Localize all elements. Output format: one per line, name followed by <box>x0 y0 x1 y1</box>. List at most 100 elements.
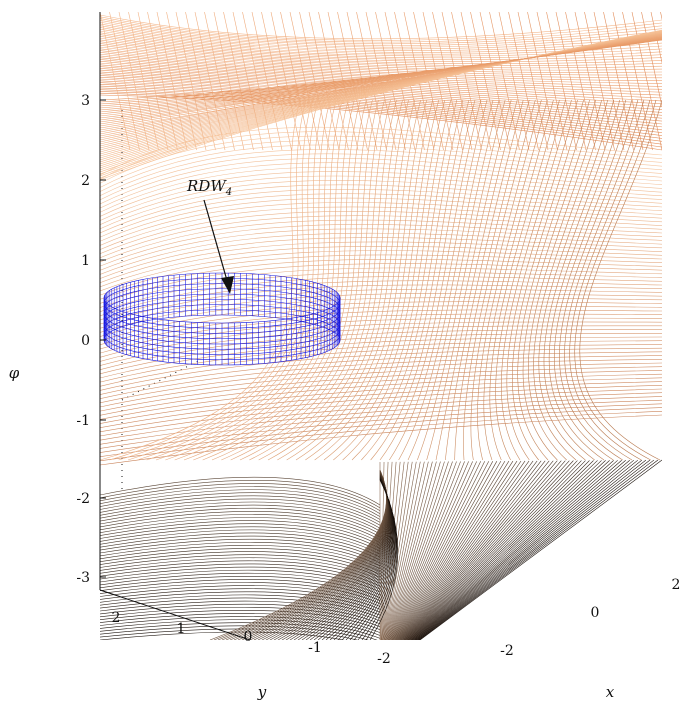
mesh-curve <box>100 606 381 628</box>
mesh-line <box>411 460 606 640</box>
mesh-line <box>388 461 441 640</box>
mesh-curve <box>100 625 369 640</box>
mesh-curve <box>230 99 385 461</box>
mesh-curve <box>407 99 500 461</box>
mesh-line <box>410 460 598 640</box>
mesh-curve <box>100 377 662 424</box>
mesh-line <box>555 12 587 151</box>
mesh-line <box>386 461 429 640</box>
mesh-line <box>670 12 680 150</box>
mesh-curve <box>361 99 470 461</box>
mesh-curve <box>118 99 313 461</box>
mesh-line <box>390 461 457 640</box>
mesh-curve <box>100 18 662 43</box>
mesh-curve <box>100 313 662 354</box>
mesh-line <box>546 12 577 151</box>
mesh-curve <box>249 99 397 461</box>
mesh-curve <box>100 597 381 619</box>
mesh-curve <box>100 41 662 67</box>
mesh-line <box>387 461 437 640</box>
mesh-curve <box>333 99 452 461</box>
mesh-line <box>404 460 558 640</box>
mesh-line <box>403 460 550 640</box>
mesh-line <box>593 12 625 151</box>
mesh-curve <box>528 99 602 461</box>
mesh-curve <box>100 250 662 292</box>
mesh-curve <box>100 585 381 607</box>
mesh-curve <box>100 144 662 192</box>
mesh-line <box>417 459 647 640</box>
mesh-curve <box>155 99 337 461</box>
mesh-line <box>422 12 454 151</box>
mesh-line <box>441 12 473 151</box>
mesh-line <box>612 12 644 151</box>
mesh-curve <box>100 171 662 217</box>
mesh-curve <box>100 263 662 304</box>
mesh-curve <box>100 498 381 526</box>
mesh-line <box>404 460 554 640</box>
mesh-curve <box>501 99 572 461</box>
mesh-line <box>118 12 150 151</box>
phi-tick-label: 3 <box>81 93 90 109</box>
mesh-curve <box>564 99 645 461</box>
mesh-curve <box>103 314 341 366</box>
mesh-curve <box>351 99 464 461</box>
mesh-curve <box>100 355 662 400</box>
mesh-curve <box>483 99 554 461</box>
mesh-curve <box>100 39 662 101</box>
y-axis-label: y <box>257 683 267 701</box>
mesh-curve <box>286 99 421 461</box>
mesh-curve <box>398 99 494 461</box>
mesh-curve <box>579 99 662 461</box>
mesh-line <box>408 460 586 640</box>
mesh-curve <box>100 52 662 81</box>
mesh-curve <box>100 224 662 267</box>
mesh-curve <box>100 613 381 633</box>
mesh-curve <box>323 99 446 461</box>
mesh-curve <box>103 304 341 355</box>
mesh-curve <box>445 99 524 461</box>
mesh-curve <box>174 99 349 461</box>
phi-ticks: 3 2 1 0 -1 -2 -3 <box>76 93 106 586</box>
mesh-line <box>414 460 626 640</box>
mesh-curve <box>100 414 662 466</box>
mesh-curve <box>100 85 662 136</box>
mesh-line <box>395 461 490 640</box>
mesh-line <box>381 461 393 640</box>
mesh-curve <box>100 403 662 453</box>
mesh-curve <box>100 140 662 188</box>
mesh-line <box>242 12 273 151</box>
phi-axis-label: φ <box>9 364 20 382</box>
mesh-curve <box>103 272 341 324</box>
phi-tick-label: -3 <box>76 570 90 586</box>
y-tick-label: 1 <box>177 621 186 637</box>
mesh-line <box>622 12 653 151</box>
mesh-line <box>412 460 614 640</box>
mesh-line <box>392 461 469 640</box>
mesh-curve <box>100 20 662 45</box>
mesh-curve <box>100 215 662 259</box>
torus-rdw4 <box>103 272 341 366</box>
mesh-curve <box>100 520 381 546</box>
mesh-curve <box>100 560 381 584</box>
mesh-curve <box>477 99 548 461</box>
mesh-line <box>261 12 292 151</box>
mesh-line <box>384 461 413 640</box>
mesh-curve <box>305 99 434 461</box>
mesh-curve <box>100 219 662 263</box>
mesh-curve <box>574 99 657 461</box>
mesh-line <box>603 12 634 151</box>
mesh-curve <box>100 21 662 46</box>
mesh-line <box>396 460 502 640</box>
y-tick-label: 2 <box>112 610 121 626</box>
mesh-curve <box>100 301 662 342</box>
mesh-line <box>419 459 662 640</box>
mesh-line <box>397 460 506 640</box>
mesh-line <box>415 459 630 640</box>
y-ticks: 2 1 0 -1 -2 <box>112 610 391 667</box>
mesh-curve <box>100 501 381 529</box>
mesh-curve <box>100 57 662 90</box>
mesh-curve <box>100 36 662 61</box>
annotation-arrowhead <box>221 276 234 294</box>
mesh-curve <box>100 329 662 371</box>
